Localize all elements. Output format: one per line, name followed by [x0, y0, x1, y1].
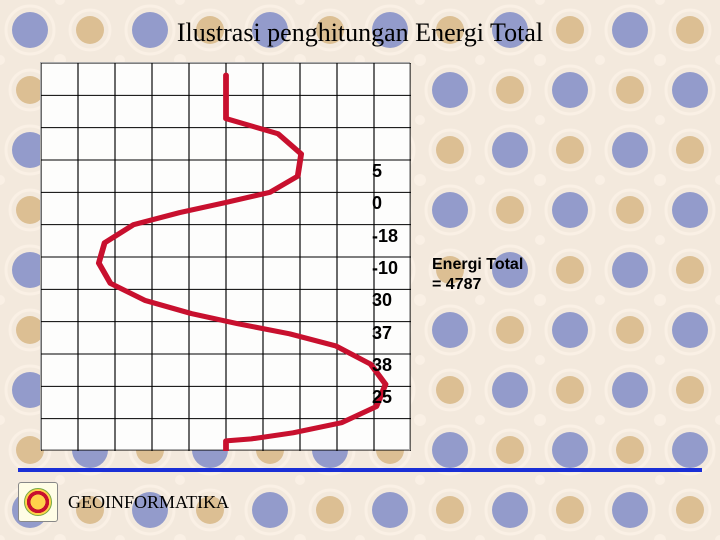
curve-value-label: 30 — [372, 290, 392, 311]
slide-title: Ilustrasi penghitungan Energi Total — [0, 18, 720, 48]
total-energy-label: Energi Total = 4787 — [432, 255, 523, 295]
curve-value-label: -18 — [372, 226, 398, 247]
energy-chart — [40, 62, 410, 450]
curve-value-label: 37 — [372, 323, 392, 344]
curve-value-label: 25 — [372, 387, 392, 408]
total-energy-text: Energi Total — [432, 255, 523, 275]
institution-logo — [18, 482, 58, 522]
footer-text: GEOINFORMATIKA — [68, 492, 229, 513]
footer-divider — [18, 468, 702, 472]
total-energy-value: = 4787 — [432, 275, 523, 295]
curve-value-label: 5 — [372, 161, 382, 182]
curve-value-label: 38 — [372, 355, 392, 376]
curve-value-label: 0 — [372, 193, 382, 214]
curve-value-label: -10 — [372, 258, 398, 279]
